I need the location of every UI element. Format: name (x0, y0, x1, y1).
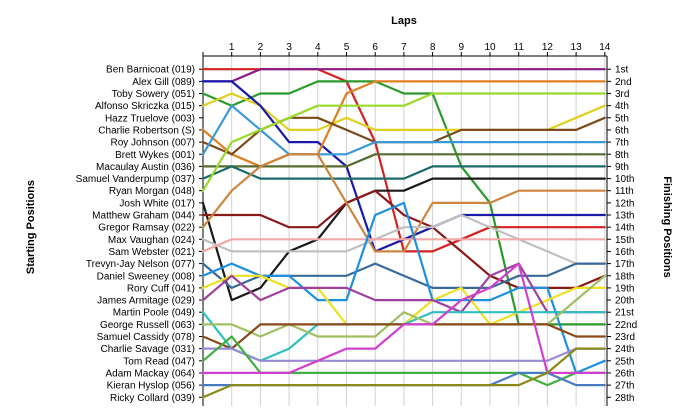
finishing-position-label: 17th (615, 259, 634, 270)
starting-position-label: Kieran Hyslop (056) (107, 381, 195, 392)
finishing-position-label: 28th (615, 393, 634, 404)
starting-position-label: Brett Wykes (001) (115, 150, 195, 161)
starting-position-label: Toby Sowery (051) (112, 89, 195, 100)
starting-position-label: Samuel Vanderpump (037) (76, 174, 195, 185)
starting-position-label: Charlie Robertson (S) (98, 125, 195, 136)
series-line-2 (201, 68, 606, 83)
series-line-26 (201, 262, 606, 374)
starting-position-label: Daniel Sweeney (008) (97, 271, 195, 282)
starting-position-label: Martin Poole (049) (113, 308, 195, 319)
x-tick-label-lap-4: 4 (315, 42, 321, 53)
finishing-position-label: 5th (615, 113, 629, 124)
series-line-8 (201, 104, 606, 156)
starting-position-label: Ryan Morgan (048) (109, 186, 195, 197)
finishing-position-label: 26th (615, 368, 634, 379)
x-tick-label-lap-9: 9 (459, 42, 465, 53)
starting-position-label: Josh White (017) (119, 198, 195, 209)
finishing-position-label: 20th (615, 296, 634, 307)
series-line-11 (201, 92, 606, 192)
finishing-position-label: 22nd (615, 320, 637, 331)
starting-position-label: Roy Johnson (007) (111, 138, 196, 149)
starting-position-label: George Russell (063) (100, 320, 195, 331)
finishing-position-label: 6th (615, 125, 629, 136)
series-line-14 (201, 153, 606, 253)
x-tick-label-lap-14: 14 (599, 42, 611, 53)
starting-position-label: Max Vaughan (024) (108, 235, 195, 246)
finishing-position-label: 21st (615, 308, 634, 319)
series-group (201, 68, 606, 399)
finishing-position-label: 9th (615, 162, 629, 173)
series-line-18 (201, 201, 606, 374)
x-tick-label-lap-12: 12 (542, 42, 554, 53)
starting-position-label: Hazz Truelove (003) (105, 113, 195, 124)
x-tick-label-lap-8: 8 (430, 42, 436, 53)
finishing-position-label: 11th (615, 186, 634, 197)
starting-position-label: James Armitage (029) (97, 296, 195, 307)
x-tick-label-lap-2: 2 (258, 42, 264, 53)
x-tick-label-lap-1: 1 (229, 42, 235, 53)
starting-position-label: Ricky Collard (039) (110, 393, 195, 404)
finishing-position-label: 3rd (615, 89, 629, 100)
finishing-position-label: 1st (615, 65, 629, 76)
starting-position-label: Alex Gill (089) (132, 77, 195, 88)
y-axis-title-left: Starting Positions (25, 180, 37, 274)
starting-position-label: Rory Cuff (041) (127, 283, 195, 294)
starting-position-label: Gregor Ramsay (022) (98, 223, 195, 234)
finishing-position-label: 19th (615, 283, 634, 294)
x-tick-label-lap-10: 10 (484, 42, 496, 53)
y-axis-title-right: Finishing Positions (661, 176, 673, 277)
finishing-position-label: 7th (615, 138, 629, 149)
finishing-position-label: 12th (615, 198, 634, 209)
finishing-position-label: 18th (615, 271, 634, 282)
series-line-24 (201, 347, 606, 362)
finishing-position-label: 14th (615, 223, 634, 234)
series-line-10 (201, 165, 606, 180)
finishing-position-label: 2nd (615, 77, 632, 88)
starting-position-label: Charlie Savage (031) (101, 344, 196, 355)
starting-position-label: Samuel Cassidy (078) (97, 332, 195, 343)
finishing-position-label: 23rd (615, 332, 635, 343)
finishing-position-label: 24th (615, 344, 634, 355)
x-tick-label-lap-3: 3 (286, 42, 292, 53)
starting-position-label: Sam Webster (021) (108, 247, 195, 258)
x-axis-title: Laps (391, 15, 417, 27)
starting-position-label: Ben Barnicoat (019) (106, 65, 195, 76)
grid (231, 56, 606, 406)
finishing-position-label: 15th (615, 235, 634, 246)
starting-position-label: Adam Mackay (064) (106, 368, 195, 379)
finishing-position-label: 4th (615, 101, 629, 112)
finishing-position-label: 10th (615, 174, 634, 185)
finishing-position-label: 25th (615, 356, 634, 367)
starting-position-label: Tom Read (047) (123, 356, 195, 367)
series-line-28 (201, 347, 606, 399)
finishing-position-label: 8th (615, 150, 629, 161)
x-tick-label-lap-13: 13 (571, 42, 583, 53)
finishing-position-label: 16th (615, 247, 634, 258)
starting-position-label: Matthew Graham (044) (92, 211, 195, 222)
finishing-position-label: 13th (615, 211, 634, 222)
starting-position-label: Macaulay Austin (036) (96, 162, 195, 173)
series-line-9 (201, 153, 606, 168)
x-tick-label-lap-5: 5 (344, 42, 350, 53)
starting-position-label: Trevyn-Jay Nelson (077) (86, 259, 195, 270)
starting-position-label: Alfonso Skriczka (015) (95, 101, 195, 112)
x-tick-label-lap-6: 6 (372, 42, 378, 53)
series-line-16 (201, 238, 606, 253)
series-line-15 (201, 213, 606, 265)
x-tick-label-lap-7: 7 (401, 42, 407, 53)
series-line-20 (201, 262, 606, 314)
finishing-position-label: 27th (615, 381, 634, 392)
x-tick-label-lap-11: 11 (514, 42, 525, 53)
